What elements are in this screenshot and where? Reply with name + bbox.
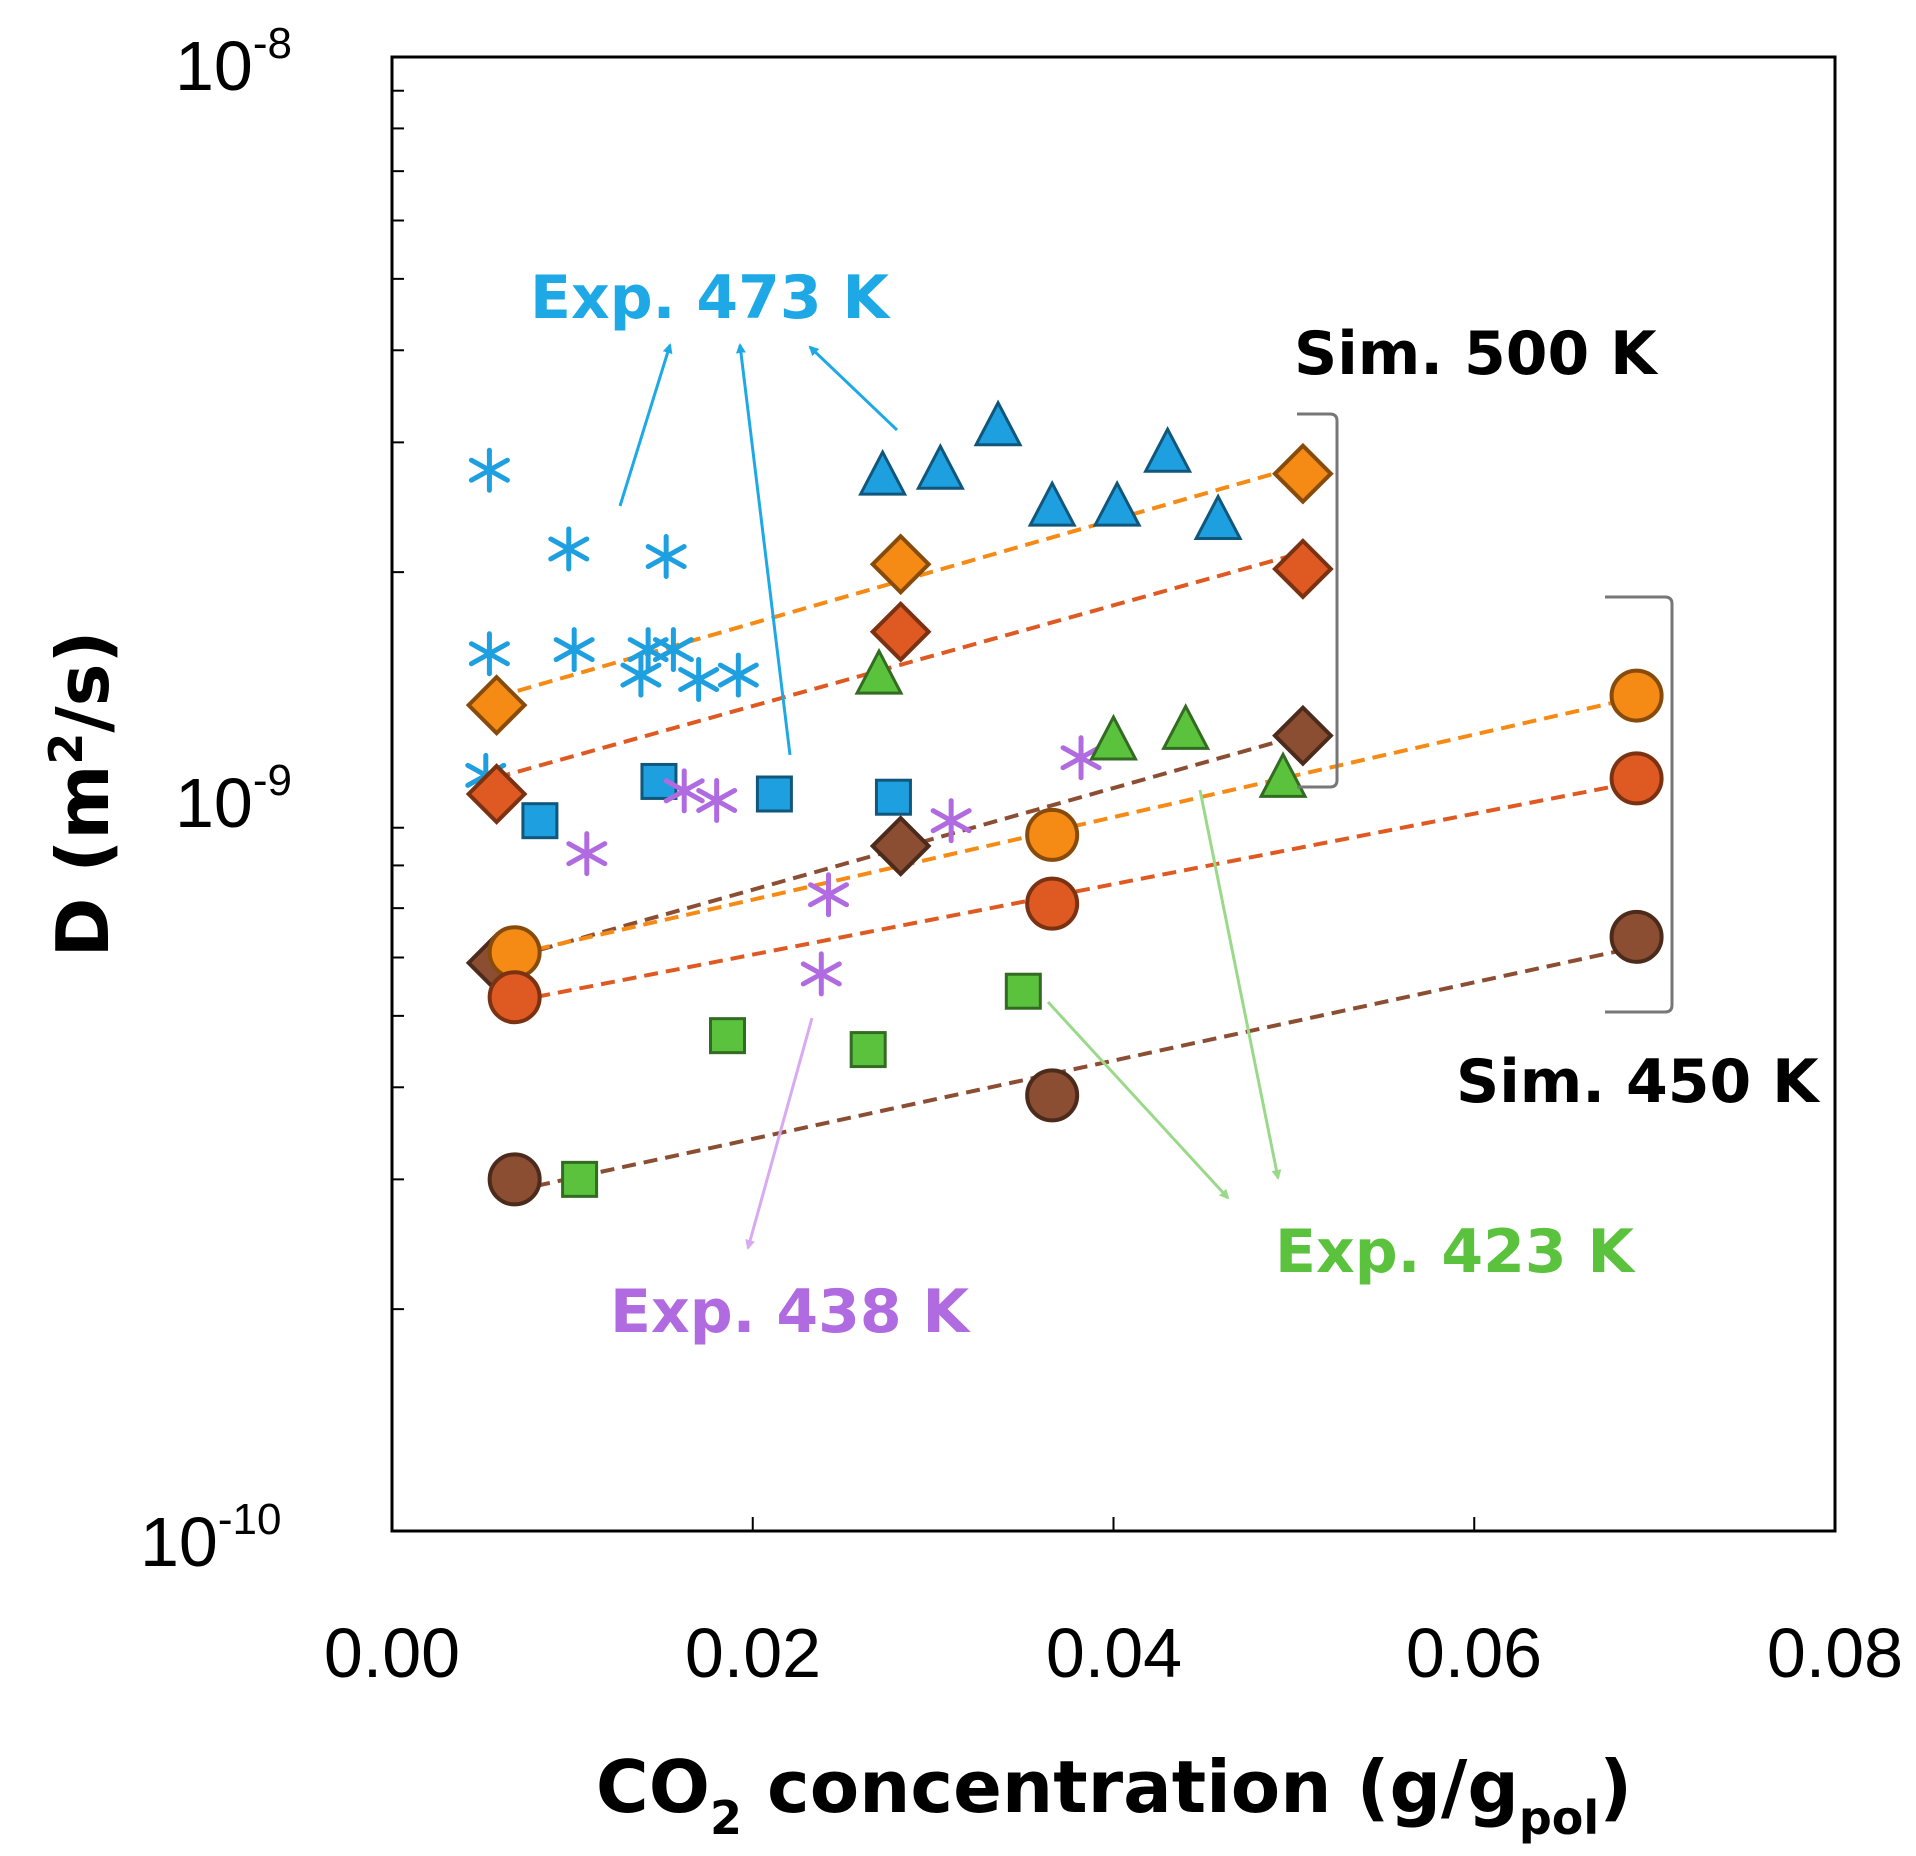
data-point [1272, 704, 1334, 767]
data-point [487, 925, 542, 980]
arrow-exp473-a [618, 343, 673, 507]
data-point [553, 627, 595, 673]
data-point [1025, 876, 1080, 931]
data-point [717, 652, 759, 698]
data-point [1272, 442, 1334, 505]
data-point [561, 1160, 599, 1198]
axis-ticks [392, 89, 1476, 1531]
annotation-arrows [618, 343, 1282, 1250]
data-point [652, 627, 694, 673]
fit-line [496, 550, 1304, 780]
data-point [1193, 493, 1243, 541]
data-point [930, 798, 972, 844]
data-point [755, 775, 793, 813]
data-point [1027, 479, 1077, 527]
bracket-sim-500 [1297, 412, 1339, 789]
data-point [800, 951, 842, 997]
x-tick-labels: 0.00 0.02 0.04 0.06 0.08 [324, 1614, 1903, 1692]
data-point [1609, 909, 1664, 964]
data-point [487, 1152, 542, 1207]
y-tick-labels: 10-8 10-9 10-10 [140, 19, 292, 1581]
data-point [465, 763, 528, 825]
arrow-exp423-a [1046, 1000, 1230, 1200]
data-point [1272, 538, 1334, 600]
data-point [1060, 735, 1102, 781]
y-tick-label-1e-10: 10-10 [140, 1495, 281, 1581]
label-exp-438: Exp. 438 K [610, 1277, 971, 1347]
fit-line [514, 945, 1638, 1193]
data-point [869, 815, 932, 877]
x-tick-label-4: 0.08 [1767, 1614, 1903, 1692]
data-points [465, 399, 1664, 1207]
x-tick-label-1: 0.02 [685, 1614, 821, 1692]
data-point [468, 631, 510, 677]
x-tick-label-3: 0.06 [1406, 1614, 1542, 1692]
arrow-exp438 [745, 1017, 814, 1250]
bracket-sim-450 [1605, 595, 1674, 1014]
label-sim-500: Sim. 500 K [1294, 319, 1659, 389]
data-point [1025, 1068, 1080, 1123]
arrow-exp473-c [808, 345, 899, 432]
data-point [620, 652, 662, 698]
label-exp-473: Exp. 473 K [530, 263, 891, 333]
data-point [1092, 479, 1142, 527]
data-point [645, 534, 687, 580]
data-point [1089, 713, 1138, 761]
data-point [468, 447, 510, 493]
data-point [696, 777, 738, 823]
arrow-exp423-b [1198, 789, 1282, 1180]
y-tick-label-1e-8: 10-8 [175, 19, 292, 105]
data-point [854, 647, 904, 695]
data-point [487, 970, 542, 1025]
x-axis-title: CO2 concentration (g/gpol) [596, 1745, 1632, 1845]
label-exp-423: Exp. 423 K [1275, 1217, 1636, 1287]
data-point [874, 778, 912, 816]
y-axis-title: D (m2/s) [39, 631, 125, 958]
data-point [1004, 972, 1042, 1010]
data-point [1609, 668, 1664, 723]
y-tick-label-1e-9: 10-9 [175, 756, 292, 842]
data-point [708, 1017, 746, 1055]
data-point [973, 399, 1023, 447]
data-point [1025, 807, 1080, 862]
data-point [663, 768, 705, 814]
data-point [1161, 703, 1211, 750]
data-point [521, 802, 559, 840]
data-point [808, 872, 850, 918]
label-sim-450: Sim. 450 K [1456, 1047, 1821, 1117]
data-point [678, 657, 720, 703]
data-point [915, 442, 965, 490]
data-point [869, 533, 932, 596]
data-point [1609, 751, 1664, 806]
arrow-exp473-b [736, 343, 792, 756]
x-tick-label-0: 0.00 [324, 1614, 460, 1692]
data-point [1143, 425, 1193, 473]
data-point [548, 526, 590, 572]
data-point [1258, 751, 1308, 798]
data-point [566, 831, 608, 877]
data-point [849, 1031, 887, 1069]
data-point [869, 600, 932, 663]
x-tick-label-2: 0.04 [1046, 1614, 1182, 1692]
data-point [465, 674, 528, 736]
data-point [858, 448, 908, 496]
fit-line [514, 780, 1637, 1004]
